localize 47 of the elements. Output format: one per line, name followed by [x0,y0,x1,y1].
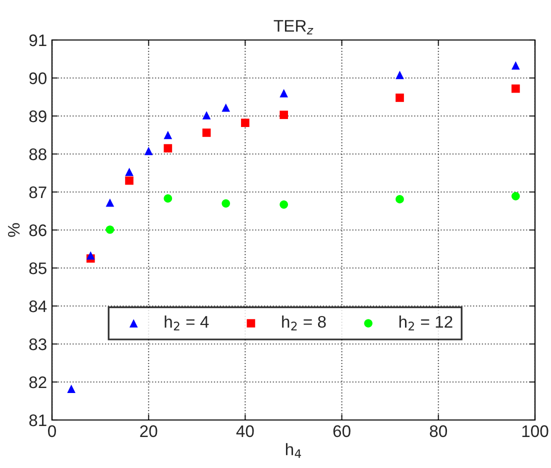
point [125,168,134,176]
point [144,146,153,156]
x-axis-title: h$_{4}$ [286,443,302,458]
point [164,130,172,140]
legend-label: h$_{2}$ = 8 [282,316,326,330]
point [241,118,250,128]
point [164,194,172,203]
y-tick-label: 88 [29,148,46,160]
point [512,84,520,93]
chart-title: TER$_{z}$ [274,20,314,34]
y-tick-label: 86 [29,224,46,236]
y-tick-label: 82 [29,376,46,388]
legend-label: h$_{2}$ = 12 [399,316,452,330]
point [512,192,520,200]
point [222,103,230,112]
point [202,128,211,137]
point [280,89,288,98]
y-tick-label: 91 [29,34,46,46]
point [280,200,288,209]
point [512,61,520,70]
y-tick-label: 84 [29,300,47,312]
x-tick-label: 100 [522,425,548,438]
y-tick-label: 83 [29,338,46,350]
point [164,144,172,152]
point [396,70,404,80]
point [202,111,211,120]
point [222,199,230,208]
y-tick-label: 81 [29,414,46,426]
point [280,110,288,120]
point [106,225,114,234]
x-tick-label: 20 [140,425,158,438]
x-tick-label: 40 [236,425,254,438]
y-axis-title: % [8,223,20,237]
y-tick-label: 87 [29,186,46,198]
point [86,251,95,260]
point [396,195,404,204]
x-tick-label: 80 [430,425,448,438]
x-tick-label: 60 [333,425,350,438]
point [106,198,114,207]
point [67,384,76,394]
point [125,176,134,185]
y-tick-label: 85 [29,262,46,274]
y-tick-label: 89 [29,110,46,122]
x-tick-label: 0 [48,425,56,438]
point [396,94,404,102]
legend-label: h$_{2}$ = 4 [164,316,209,330]
y-tick-label: 90 [29,72,46,84]
